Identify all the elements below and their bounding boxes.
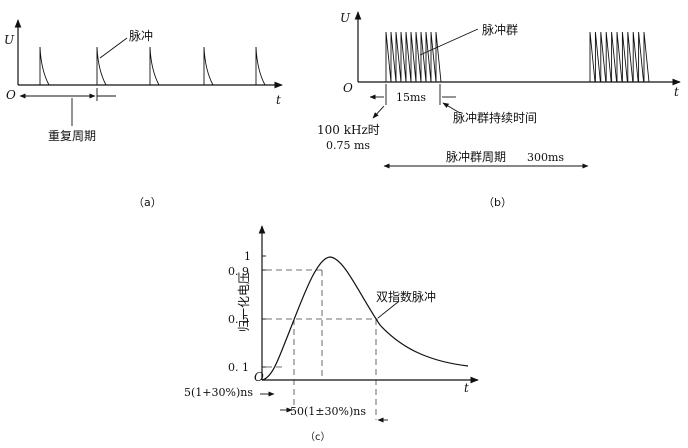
burst-1-pulse-4 [400, 31, 407, 83]
panel-b-period-label: 脉冲群周期 [446, 149, 506, 164]
panel-c-origin: O [254, 370, 264, 384]
burst-1-pulse-9 [425, 31, 432, 83]
panel-b-duration-leader [442, 102, 461, 114]
pulse-3 [149, 46, 160, 86]
pulse-2 [96, 46, 107, 86]
panel-a-period-label: 重复周期 [48, 129, 96, 143]
panel-b-origin: O [343, 81, 353, 95]
panel-c-curve-leader [377, 301, 399, 319]
panel-b-burst-2 [589, 31, 650, 83]
panel-b-group-leader [419, 28, 479, 56]
burst-2-pulse-8 [627, 31, 634, 83]
burst-2-pulse-7 [621, 31, 628, 83]
burst-1-pulse-7 [415, 31, 422, 83]
burst-1-pulse-3 [395, 31, 402, 83]
burst-2-pulse-3 [600, 31, 607, 83]
panel-c-tick-label-0-9: 0. 9 [228, 265, 249, 278]
burst-1-pulse-8 [420, 31, 427, 83]
panel-c-rise-label: 5(1+30%)ns [184, 386, 253, 399]
burst-2-pulse-5 [611, 31, 618, 83]
panel-b-burst-pulses: U O t 脉冲群 15ms 脉冲群持续时间 100 kHz时 0.75 ms … [317, 11, 681, 209]
burst-2-pulse-2 [594, 31, 601, 83]
burst-1-pulse-2 [390, 31, 397, 83]
double-exponential-curve [261, 256, 469, 381]
panel-b-rate-leader [372, 105, 385, 119]
panel-b-burst-width: 15ms [396, 91, 426, 104]
burst-2-pulse-1 [589, 31, 596, 83]
burst-1-pulse-1 [385, 31, 392, 83]
panel-b-period-value: 300ms [527, 151, 564, 164]
burst-2-pulse-9 [632, 31, 639, 83]
panel-a-origin: O [6, 88, 16, 102]
panel-c-y-label: 归一化电压 [237, 272, 251, 332]
panel-b-caption: （b） [483, 196, 512, 209]
panel-a-caption: （a） [133, 196, 162, 209]
panel-b-rate-line1: 100 kHz时 [317, 123, 380, 137]
panel-c-caption: （c） [305, 431, 331, 443]
panel-c-tick-label-0-5: 0. 5 [228, 313, 249, 326]
panel-c-tick-label-0-1: 0. 1 [228, 361, 249, 374]
burst-2-pulse-4 [605, 31, 612, 83]
panel-a-pulse-leader [99, 37, 128, 59]
panel-c-x-label: t [464, 381, 469, 395]
panel-a-pulse-label: 脉冲 [129, 28, 153, 43]
panel-c-double-exponential: 归一化电压 O t 1 0. 9 0. 5 0. 1 双指数脉冲 5(1+30%… [184, 225, 479, 443]
panel-a-x-label: t [276, 93, 281, 107]
panel-a-pulse-train [39, 46, 266, 86]
pulse-1 [39, 46, 50, 86]
panel-c-width-label: 50(1±30%)ns [290, 405, 366, 418]
pulse-4 [203, 46, 214, 86]
panel-a-repetitive-pulses: U O t 脉冲 重复周期 （a） [4, 19, 283, 209]
burst-2-pulse-10 [638, 31, 645, 83]
panel-b-burst-1 [385, 31, 442, 83]
panel-b-rate-line2: 0.75 ms [326, 139, 370, 152]
panel-b-duration-label: 脉冲群持续时间 [453, 110, 537, 125]
burst-1-pulse-10 [430, 31, 437, 83]
burst-2-pulse-11 [643, 31, 650, 83]
panel-b-y-label: U [340, 11, 351, 25]
panel-b-group-label: 脉冲群 [482, 22, 518, 37]
panel-c-tick-label-1: 1 [244, 250, 251, 263]
panel-c-curve-label: 双指数脉冲 [376, 289, 436, 304]
burst-2-pulse-6 [616, 31, 623, 83]
burst-1-pulse-11 [435, 31, 442, 83]
burst-1-pulse-5 [405, 31, 412, 83]
panel-a-y-label: U [4, 33, 15, 47]
pulse-5 [255, 46, 266, 86]
panel-b-x-label: t [674, 85, 679, 99]
burst-1-pulse-6 [410, 31, 417, 83]
